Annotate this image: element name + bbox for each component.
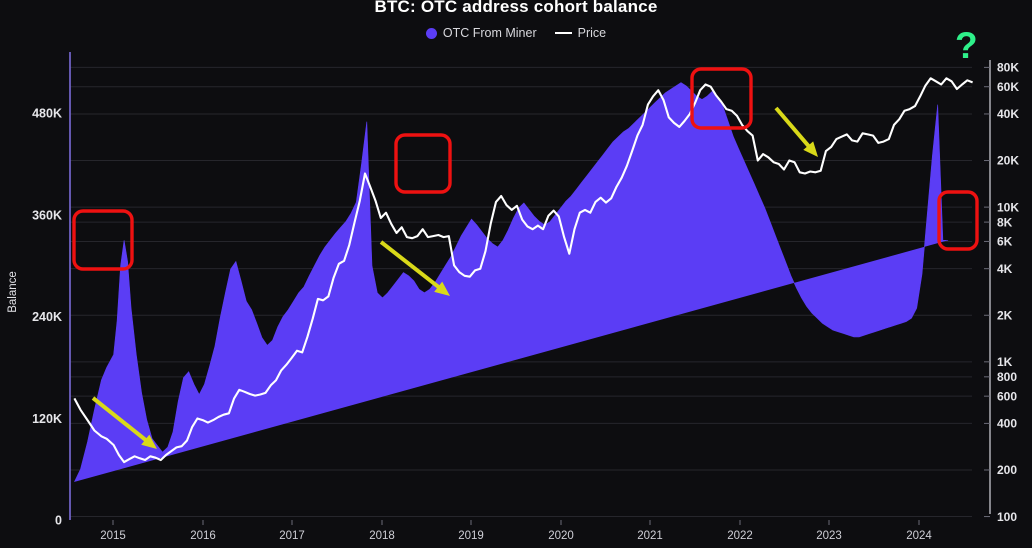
svg-text:2K: 2K [997, 308, 1013, 322]
svg-text:6K: 6K [997, 235, 1013, 249]
box-2015-peak [72, 209, 134, 271]
svg-text:200: 200 [997, 463, 1017, 477]
svg-text:80K: 80K [997, 61, 1019, 75]
box-2024-spike [937, 190, 979, 251]
svg-text:0: 0 [55, 514, 62, 528]
y-axis-title: Balance [7, 271, 19, 313]
svg-text:20K: 20K [997, 154, 1019, 168]
svg-text:40K: 40K [997, 107, 1019, 121]
series-line-price [73, 77, 973, 464]
legend-item-otc-from-miner[interactable]: OTC From Miner [425, 26, 537, 40]
svg-text:120K: 120K [32, 412, 62, 426]
box-2021-top [690, 67, 753, 130]
page-title: BTC: OTC address cohort balance [374, 0, 658, 16]
x-axis-labels: 2015 2016 2017 2018 2019 2020 2021 2022 2023 2024 [100, 520, 932, 542]
legend-item-price[interactable]: Price [554, 26, 607, 40]
chart-legend: OTC From Miner Price [0, 26, 1032, 40]
svg-text:2019: 2019 [458, 530, 484, 542]
svg-text:600: 600 [997, 389, 1017, 403]
arrow-2018-downtrend [379, 240, 442, 291]
arrow-2022-downtrend [774, 106, 812, 150]
svg-text:8K: 8K [997, 215, 1013, 229]
svg-text:480K: 480K [32, 107, 62, 121]
box-2018-spike [394, 133, 452, 194]
svg-text:100: 100 [997, 510, 1017, 524]
svg-text:60K: 60K [997, 80, 1019, 94]
svg-text:2024: 2024 [906, 530, 932, 542]
svg-text:2017: 2017 [279, 530, 305, 542]
annotation-arrows [91, 106, 818, 449]
svg-text:4K: 4K [997, 262, 1013, 276]
svg-text:Balance: Balance [7, 271, 19, 313]
svg-text:400: 400 [997, 417, 1017, 431]
svg-text:360K: 360K [32, 208, 62, 222]
svg-text:2023: 2023 [816, 530, 842, 542]
annotation-boxes [72, 67, 979, 271]
svg-text:240K: 240K [32, 310, 62, 324]
svg-text:2015: 2015 [100, 530, 126, 542]
svg-text:2016: 2016 [190, 530, 216, 542]
svg-text:1K: 1K [997, 355, 1013, 369]
arrow-2015-downtrend [91, 396, 149, 444]
question-mark-annotation: ? [955, 25, 978, 66]
legend-label-price: Price [577, 26, 607, 40]
svg-text:10K: 10K [997, 200, 1019, 214]
legend-line-icon [554, 32, 572, 34]
series-area-otc-from-miner [74, 82, 949, 483]
svg-text:800: 800 [997, 370, 1017, 384]
svg-text:2020: 2020 [548, 530, 574, 542]
svg-text:2018: 2018 [369, 530, 395, 542]
svg-text:2021: 2021 [637, 530, 663, 542]
axis-lines [69, 52, 991, 520]
y-axis-left-labels: 0 120K 240K 360K 480K [32, 107, 62, 528]
legend-dot-icon [425, 27, 437, 39]
svg-text:2022: 2022 [727, 530, 753, 542]
legend-label-otc-from-miner: OTC From Miner [442, 26, 537, 40]
